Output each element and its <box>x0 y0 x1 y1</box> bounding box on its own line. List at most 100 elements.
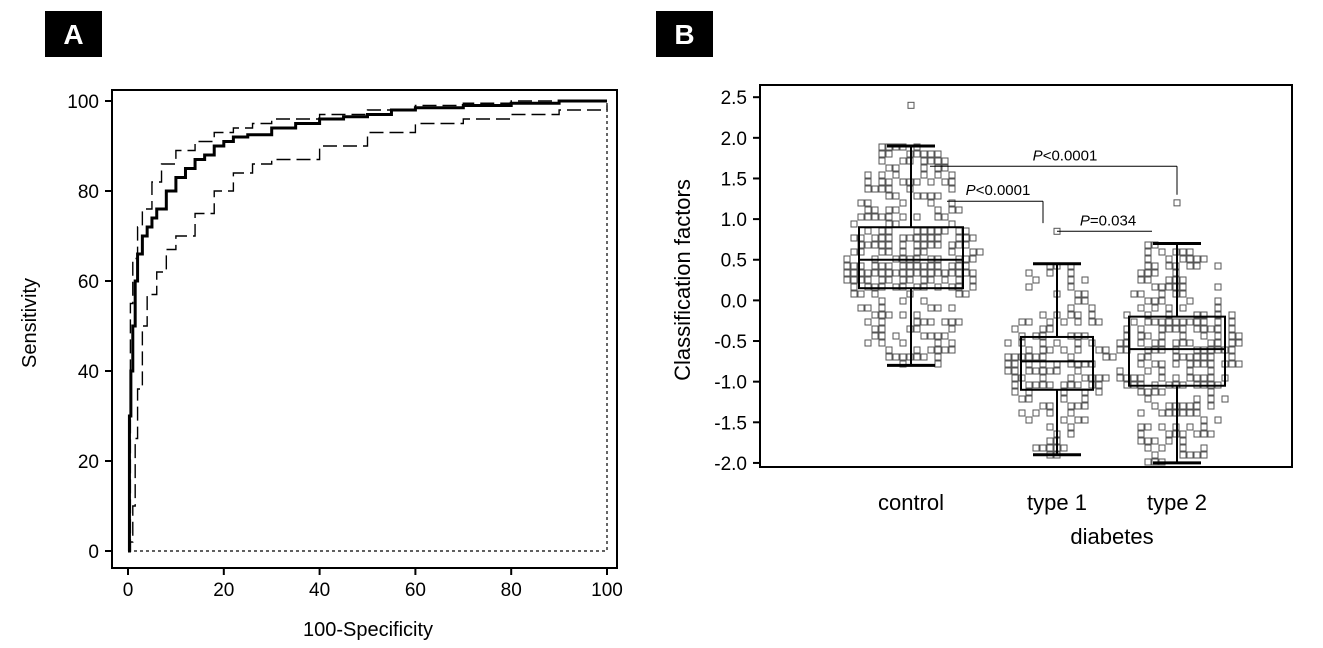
data-point <box>1032 353 1040 361</box>
data-point <box>1193 374 1201 382</box>
data-point <box>1025 367 1033 375</box>
data-point <box>941 269 949 277</box>
data-point <box>948 283 956 291</box>
data-point <box>899 262 907 270</box>
data-point <box>1137 437 1145 445</box>
data-point <box>1165 262 1173 270</box>
data-point <box>1179 255 1187 263</box>
outlier-point <box>1173 199 1181 207</box>
data-point <box>1137 360 1145 368</box>
data-point <box>913 227 921 235</box>
data-point <box>948 206 956 214</box>
data-point <box>871 290 879 298</box>
data-point <box>892 220 900 228</box>
data-point <box>927 199 935 207</box>
data-point <box>1130 290 1138 298</box>
roc-y-tick-label: 100 <box>67 92 99 113</box>
data-point <box>899 311 907 319</box>
data-point <box>941 227 949 235</box>
data-point <box>899 199 907 207</box>
data-point <box>1207 388 1215 396</box>
data-point <box>1025 283 1033 291</box>
data-point <box>913 346 921 354</box>
data-point <box>1200 360 1208 368</box>
data-point <box>948 318 956 326</box>
data-point <box>913 325 921 333</box>
data-point <box>1081 395 1089 403</box>
data-point <box>1207 367 1215 375</box>
data-point <box>1074 402 1082 410</box>
data-point <box>1214 262 1222 270</box>
data-point <box>885 276 893 284</box>
data-point <box>843 255 851 263</box>
data-point <box>1144 269 1152 277</box>
data-point <box>969 248 977 256</box>
data-point <box>1186 262 1194 270</box>
data-point <box>1200 451 1208 459</box>
classification-plot-frame <box>759 84 1293 468</box>
data-point <box>1200 255 1208 263</box>
data-point <box>1200 353 1208 361</box>
data-point <box>850 276 858 284</box>
data-point <box>1032 409 1040 417</box>
data-point <box>878 297 886 305</box>
data-point <box>1046 423 1054 431</box>
panel-a-label: A <box>45 11 102 57</box>
data-point <box>1158 423 1166 431</box>
data-point <box>913 234 921 242</box>
data-point <box>1151 297 1159 305</box>
data-point <box>864 206 872 214</box>
data-point <box>1214 311 1222 319</box>
data-point <box>885 241 893 249</box>
data-point <box>941 157 949 165</box>
data-point <box>1081 297 1089 305</box>
data-point <box>1039 346 1047 354</box>
data-point <box>1074 290 1082 298</box>
data-point <box>1158 297 1166 305</box>
data-point <box>1067 353 1075 361</box>
data-point <box>1144 395 1152 403</box>
data-point <box>1172 374 1180 382</box>
roc-y-tick-label: 0 <box>88 542 99 563</box>
data-point <box>1067 269 1075 277</box>
p-symbol: P <box>1080 212 1090 229</box>
data-point <box>1025 353 1033 361</box>
data-point <box>920 171 928 179</box>
data-point <box>1144 423 1152 431</box>
data-point <box>1025 346 1033 354</box>
data-point <box>976 248 984 256</box>
data-point <box>899 339 907 347</box>
data-point <box>1172 325 1180 333</box>
data-point <box>1123 311 1131 319</box>
classification-y-tick-label: 0.5 <box>721 251 747 272</box>
data-point <box>1130 318 1138 326</box>
data-point <box>1207 402 1215 410</box>
data-point <box>1193 430 1201 438</box>
data-point <box>864 276 872 284</box>
data-point <box>1165 402 1173 410</box>
data-point <box>1074 346 1082 354</box>
data-point <box>1158 388 1166 396</box>
data-point <box>913 353 921 361</box>
data-point <box>934 213 942 221</box>
data-point <box>1179 332 1187 340</box>
data-point <box>885 178 893 186</box>
data-point <box>857 199 865 207</box>
data-point <box>1025 395 1033 403</box>
data-point <box>920 241 928 249</box>
data-point <box>1144 241 1152 249</box>
data-point <box>969 234 977 242</box>
data-point <box>1214 304 1222 312</box>
data-point <box>1067 423 1075 431</box>
data-point <box>1067 402 1075 410</box>
data-point <box>1228 318 1236 326</box>
data-point <box>1165 276 1173 284</box>
data-point <box>1039 311 1047 319</box>
data-point <box>1046 318 1054 326</box>
data-point <box>1060 318 1068 326</box>
data-point <box>1186 318 1194 326</box>
data-point <box>885 248 893 256</box>
data-point <box>913 248 921 256</box>
data-point <box>1032 276 1040 284</box>
